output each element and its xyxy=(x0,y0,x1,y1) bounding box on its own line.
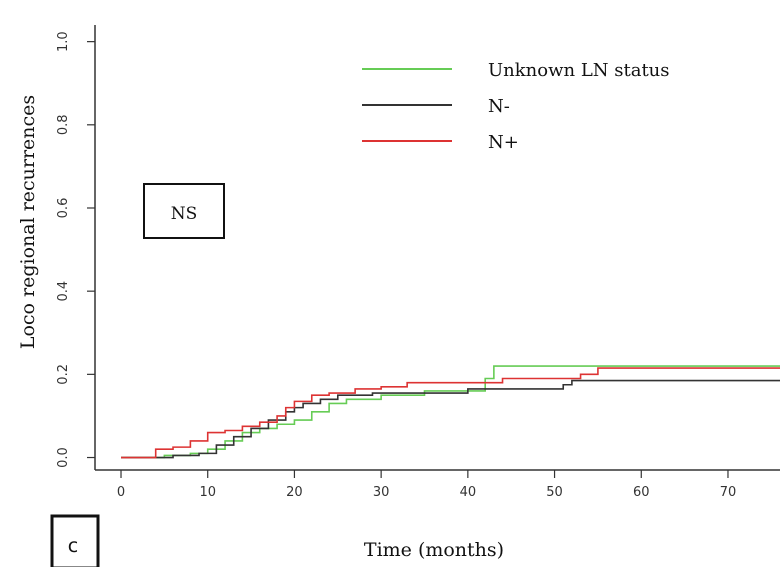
legend-label: N- xyxy=(488,96,510,117)
legend: Unknown LN status N- N+ xyxy=(362,60,670,153)
y-tick-label: 1.0 xyxy=(56,31,71,52)
x-tick-label: 40 xyxy=(460,485,477,500)
y-tick-label: 0.0 xyxy=(56,447,71,468)
annotation-text: NS xyxy=(171,204,198,224)
x-tick-label: 20 xyxy=(286,485,303,500)
annotation-box xyxy=(143,183,225,239)
y-tick-label: 0.2 xyxy=(56,364,71,385)
legend-label: N+ xyxy=(488,132,519,153)
y-axis-label: Loco regional recurrences xyxy=(17,95,39,349)
axes: 0 10 20 30 40 50 60 70 0.0 0.2 0.4 0.6 0.8 1.0 xyxy=(56,25,780,500)
x-tick-label: 30 xyxy=(373,485,390,500)
series-lines xyxy=(121,365,780,459)
panel-label: c xyxy=(68,535,78,557)
x-tick-label: 60 xyxy=(633,485,650,500)
series-line-n- xyxy=(121,379,780,459)
series-line-n- xyxy=(121,367,780,459)
x-tick-label: 10 xyxy=(199,485,216,500)
panel-label-box xyxy=(50,514,100,567)
x-tick-label: 50 xyxy=(546,485,563,500)
y-tick-label: 0.8 xyxy=(56,114,71,135)
y-tick-label: 0.6 xyxy=(56,198,71,219)
legend-label: Unknown LN status xyxy=(488,60,670,81)
y-tick-label: 0.4 xyxy=(56,281,71,302)
series-line-unknown-ln-status xyxy=(121,365,780,459)
x-tick-label: 0 xyxy=(117,485,125,500)
x-tick-label: 70 xyxy=(720,485,737,500)
x-axis-label: Time (months) xyxy=(364,539,504,561)
